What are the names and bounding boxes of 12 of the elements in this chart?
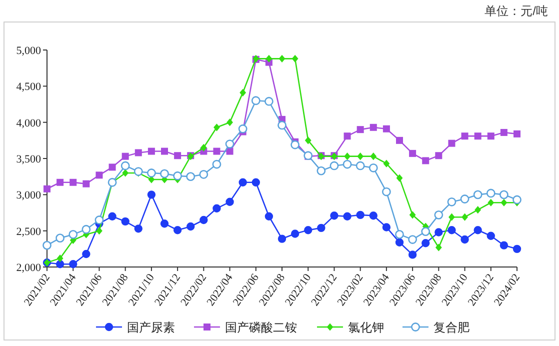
text: 单位：元/吨: [484, 4, 548, 18]
y-tick-label: 2,500: [16, 226, 42, 238]
y-tick-label: 3,500: [16, 154, 42, 166]
y-tick-label: 4,500: [16, 81, 42, 94]
legend-label: 国产尿素: [127, 320, 175, 334]
legend-label: 氯化钾: [348, 320, 384, 334]
y-tick-label: 5,000: [16, 45, 42, 57]
y-tick-label: 4,000: [16, 117, 42, 130]
y-tick-label: 3,000: [16, 190, 42, 202]
legend-label: 复合肥: [434, 320, 470, 334]
y-tick-label: 2,000: [16, 262, 42, 274]
legend-label: 国产磷酸二铵: [225, 320, 297, 334]
